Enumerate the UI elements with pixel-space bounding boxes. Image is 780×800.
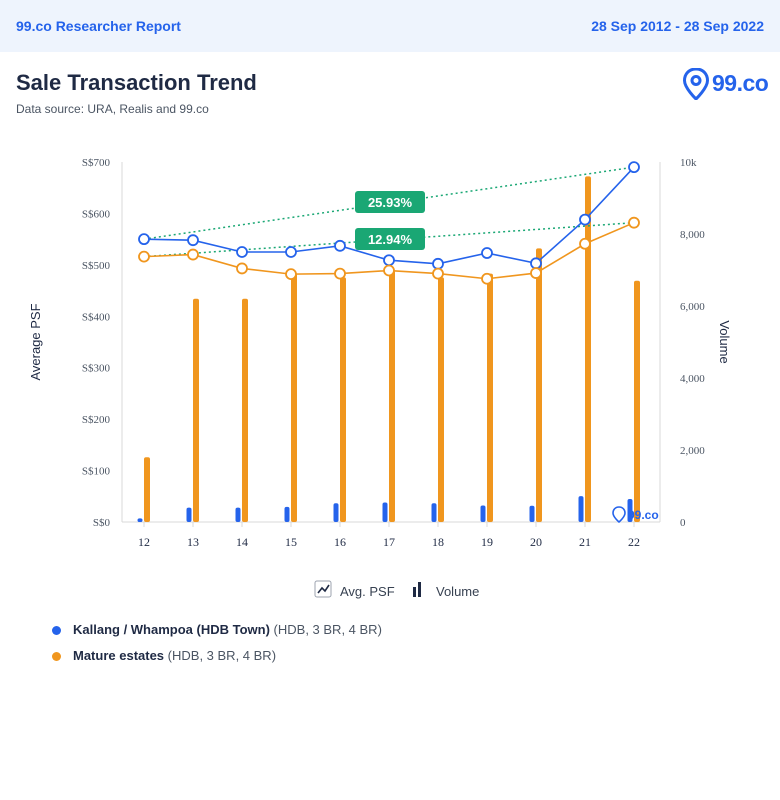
mature-psf-point	[285, 268, 297, 281]
bar-chart-icon	[418, 582, 421, 597]
kallang-color-dot	[52, 626, 61, 635]
mature-psf-point	[138, 250, 150, 263]
report-brand: 99.co Researcher Report	[16, 18, 181, 34]
mature-volume-bar	[536, 248, 542, 522]
line-chart-icon	[314, 580, 332, 598]
kallang-psf-point	[138, 233, 150, 246]
kallang-psf-point	[236, 246, 248, 258]
mature-volume-bar	[291, 273, 297, 522]
kallang-psf-point	[481, 247, 493, 259]
mature-volume-bar	[634, 280, 640, 522]
y-tick-label: S$500	[82, 260, 111, 272]
y-tick-label: S$700	[82, 157, 111, 169]
x-tick-label: 12	[138, 535, 150, 549]
y-tick-label: S$400	[82, 311, 111, 323]
mature-volume-bar	[242, 298, 248, 522]
x-tick-label: 20	[530, 535, 542, 549]
y2-tick-label: 6,000	[680, 301, 705, 313]
kallang-psf-point	[579, 213, 591, 226]
report-date-range: 28 Sep 2012 - 28 Sep 2022	[591, 18, 764, 34]
x-tick-label: 18	[432, 535, 444, 549]
data-source-note: Data source: URA, Realis and 99.co	[16, 102, 209, 116]
mature-psf-point	[628, 216, 640, 229]
kallang-psf-point	[530, 257, 542, 270]
mature-volume-bar	[144, 457, 150, 522]
kallang-volume-bar	[480, 505, 486, 522]
kallang-volume-bar	[137, 518, 143, 522]
mature-volume-bar	[487, 273, 493, 522]
y-tick-label: S$300	[82, 363, 111, 375]
brand-logo-text: 99.co	[712, 70, 769, 96]
y-tick-label: S$200	[82, 414, 111, 426]
y2-tick-label: 4,000	[680, 373, 705, 385]
kallang-psf-point	[383, 254, 395, 267]
kallang-volume-bar	[431, 503, 437, 522]
x-tick-label: 16	[334, 535, 346, 549]
location-pin-icon	[683, 68, 709, 100]
kallang-volume-bar	[382, 502, 388, 522]
kallang-key-detail: (HDB, 3 BR, 4 BR)	[273, 622, 382, 637]
kallang-psf-point	[187, 234, 199, 247]
legend-volume: Volume	[413, 582, 479, 599]
y2-axis-title: Volume	[717, 320, 732, 363]
growth-badge	[355, 228, 425, 250]
x-tick-label: 14	[236, 535, 248, 549]
kallang-psf-point	[334, 239, 346, 252]
mature-volume-bar	[438, 277, 444, 522]
mature-psf-point	[187, 248, 199, 261]
mature-key-detail: (HDB, 3 BR, 4 BR)	[167, 648, 277, 663]
y-axis-title: Average PSF	[28, 303, 43, 380]
kallang-psf-point	[432, 257, 444, 270]
growth-badge-label: 25.93%	[368, 195, 413, 210]
sale-transaction-chart: S$0 S$100 S$200 S$300 S$400 S$500 S$600 S$700 0 2…	[28, 157, 732, 599]
bar-chart-icon	[413, 587, 416, 597]
legend-volume-label: Volume	[436, 584, 479, 599]
kallang-volume-bar	[186, 507, 192, 522]
mature-psf-point	[579, 237, 591, 250]
x-tick-label: 13	[187, 535, 199, 549]
legend-avg-psf: Avg. PSF	[314, 580, 395, 599]
x-tick-label: 21	[579, 535, 591, 549]
line-chart-glyph	[317, 584, 330, 594]
mature-color-dot	[52, 652, 61, 661]
kallang-volume-bar	[529, 505, 535, 522]
mature-volume-bar	[340, 277, 346, 522]
mature-psf-point	[530, 267, 542, 279]
y-tick-label: S$0	[93, 517, 111, 529]
y2-tick-label: 8,000	[680, 229, 705, 241]
y-tick-label: S$600	[82, 208, 111, 220]
chart-title: Sale Transaction Trend	[16, 70, 257, 95]
y2-tick-label: 2,000	[680, 445, 705, 457]
x-tick-label: 19	[481, 535, 493, 549]
x-tick-label: 15	[285, 535, 297, 549]
x-tick-label: 17	[383, 535, 395, 549]
mature-volume-bar	[193, 298, 199, 522]
kallang-volume-bar	[284, 506, 290, 522]
kallang-key-name: Kallang / Whampoa (HDB Town)	[73, 622, 270, 637]
mature-psf-point	[334, 267, 346, 280]
mature-psf-point	[383, 264, 395, 277]
kallang-volume-bar	[578, 496, 584, 522]
y2-tick-label: 10k	[680, 157, 697, 169]
growth-badge-label: 12.94%	[368, 232, 413, 247]
mature-volume-bar	[389, 270, 395, 522]
y-tick-label: S$100	[82, 466, 111, 478]
mature-psf-point	[432, 267, 444, 280]
mature-key-name: Mature estates	[73, 648, 165, 663]
report-header-bar: 99.co Researcher Report 28 Sep 2012 - 28…	[0, 0, 780, 52]
watermark-text: 99.co	[628, 508, 659, 522]
kallang-volume-bar	[627, 498, 633, 522]
kallang-volume-bar	[333, 503, 339, 522]
x-tick-label: 22	[628, 535, 640, 549]
kallang-psf-point	[285, 246, 297, 258]
mature-psf-point	[481, 272, 493, 285]
growth-badge	[355, 191, 425, 213]
kallang-psf-point	[628, 161, 640, 174]
mature-volume-bar	[585, 176, 591, 522]
mature-psf-point	[236, 262, 248, 275]
y2-tick-label: 0	[680, 517, 686, 529]
watermark-pin-icon	[612, 506, 626, 524]
kallang-volume-bar	[235, 507, 241, 522]
legend-avg-psf-label: Avg. PSF	[340, 584, 395, 599]
